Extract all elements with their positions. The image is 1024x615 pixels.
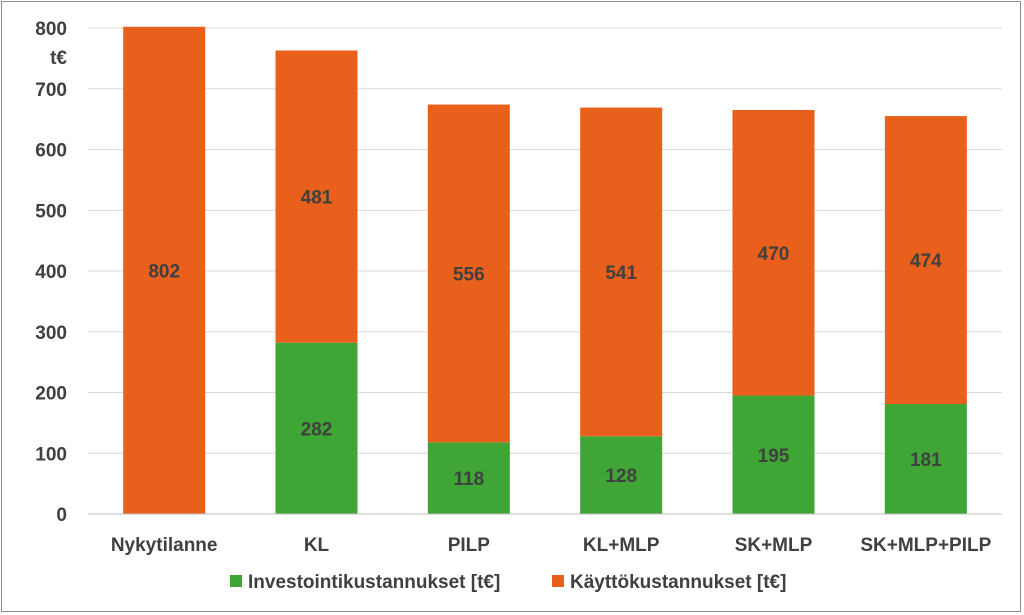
bar-segment <box>123 26 206 514</box>
x-category-label: KL <box>304 535 330 556</box>
y-tick-label: 500 <box>35 201 67 222</box>
data-label: 802 <box>148 261 180 282</box>
legend-swatch <box>552 575 564 587</box>
bar-segment <box>580 107 663 437</box>
bar-segment <box>275 342 358 514</box>
x-category-label: SK+MLP+PILP <box>860 535 991 556</box>
y-tick-label: 200 <box>35 384 67 405</box>
data-label: 556 <box>453 264 485 285</box>
data-label: 282 <box>301 419 333 440</box>
data-label: 195 <box>758 446 790 467</box>
data-label: 481 <box>301 188 333 209</box>
bar-segment <box>275 50 358 343</box>
x-category-label: PILP <box>448 535 491 556</box>
data-label: 470 <box>758 244 790 265</box>
y-tick-label: 0 <box>56 505 67 526</box>
x-category-label: Nykytilanne <box>111 535 218 556</box>
y-tick-label: 700 <box>35 80 67 101</box>
legend-label: Investointikustannukset [t€] <box>248 572 500 593</box>
bars <box>123 26 967 514</box>
data-label: 118 <box>454 469 485 490</box>
legend-label: Käyttökustannukset [t€] <box>570 572 786 593</box>
legend: Investointikustannukset [t€] Käyttökustan… <box>230 572 786 593</box>
y-tick-label: 800 <box>35 19 67 40</box>
data-label: 541 <box>605 263 637 284</box>
bar-segment <box>427 104 510 443</box>
bar-segment <box>884 116 967 405</box>
bar-segment <box>427 442 510 514</box>
axes: 0 100 200 300 400 500 600 700 800 Nykytilanne KL PI… <box>35 19 1002 556</box>
y-axis-unit-label: t€ <box>50 48 67 69</box>
data-labels: 802 282 481 118 556 128 541 195 470 181 474 <box>148 188 942 491</box>
y-tick-label: 400 <box>35 262 67 283</box>
x-category-label: SK+MLP <box>735 535 813 556</box>
y-tick-label: 300 <box>35 323 67 344</box>
bar-segment <box>884 404 967 514</box>
bar-segment <box>732 110 815 396</box>
gridlines <box>88 27 1002 454</box>
legend-swatch <box>230 575 242 587</box>
bar-segment <box>732 395 815 514</box>
y-tick-label: 600 <box>35 141 67 162</box>
data-label: 181 <box>910 450 942 471</box>
y-tick-label: 100 <box>35 444 67 465</box>
x-category-label: KL+MLP <box>583 535 660 556</box>
data-label: 128 <box>605 466 637 487</box>
data-label: 474 <box>910 251 942 272</box>
bar-segment <box>580 436 663 514</box>
